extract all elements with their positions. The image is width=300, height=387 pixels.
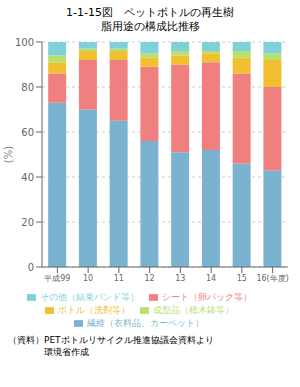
svg-text:16(年度): 16(年度)	[256, 274, 288, 283]
svg-text:60: 60	[21, 127, 34, 138]
svg-text:13: 13	[175, 274, 185, 283]
svg-text:14: 14	[206, 274, 216, 283]
svg-text:40: 40	[21, 172, 34, 183]
svg-text:100: 100	[15, 37, 34, 48]
html-text:脂用途の構成比推移: 脂用途の構成比推移	[100, 20, 200, 33]
svg-text:15: 15	[237, 274, 247, 283]
html-text:その他（結束バンド等）: その他（結束バンド等）	[39, 292, 139, 302]
html-text:1-1-15図 ペットボトルの再生樹: 1-1-15図 ペットボトルの再生樹	[66, 6, 234, 19]
svg-text:80: 80	[21, 82, 34, 93]
svg-text:20: 20	[21, 217, 34, 228]
html-text:ボトル（洗剤等）: ボトル（洗剤等）	[57, 305, 130, 315]
html-text:繊維（衣料品、カーペット）: 繊維（衣料品、カーペット）	[87, 318, 204, 328]
html-text:環境省作成: 環境省作成	[8, 347, 89, 357]
svg-text:0: 0	[28, 262, 34, 273]
svg-text:(%): (%)	[8, 146, 14, 163]
svg-text:11: 11	[114, 274, 124, 283]
html-text:成型品（植木鉢等）: 成型品（植木鉢等）	[152, 305, 234, 315]
html-text:（資料）PETボトルリサイクル推進協議会資料より: （資料）PETボトルリサイクル推進協議会資料より	[8, 335, 214, 345]
html-text:シート（卵パック等）: シート（卵パック等）	[161, 292, 252, 302]
svg-text:10: 10	[83, 274, 93, 283]
svg-text:平成99: 平成99	[44, 274, 70, 283]
svg-text:12: 12	[145, 274, 155, 283]
